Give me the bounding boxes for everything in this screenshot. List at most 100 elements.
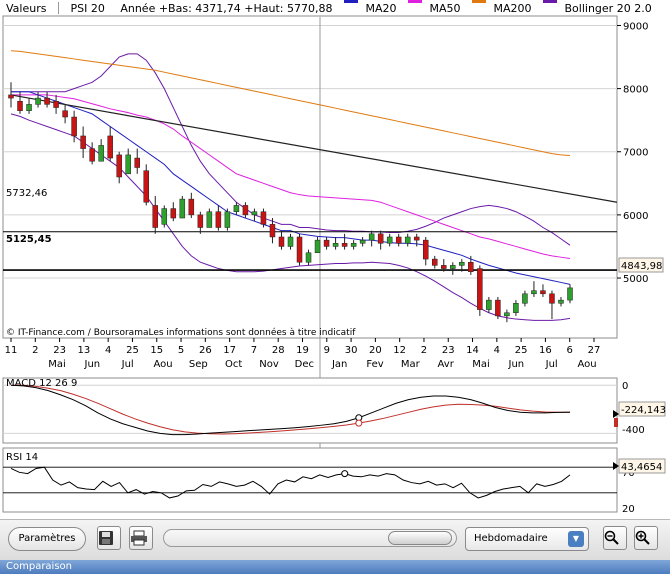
candle-body <box>305 252 312 263</box>
month-label: Aou <box>153 359 172 370</box>
candle-body <box>332 243 339 247</box>
day-tick-label: 7 <box>251 345 257 356</box>
day-tick-label: 5 <box>178 345 184 356</box>
candle-body <box>386 236 393 244</box>
price-axis: 9000 8000 7000 6000 5000 <box>617 21 648 285</box>
print-button[interactable] <box>129 526 153 550</box>
bollinger-bands <box>10 53 571 321</box>
last-price-badge <box>618 257 664 273</box>
comparison-bar[interactable]: Comparaison <box>0 560 670 574</box>
candle-body <box>341 243 348 247</box>
trendline <box>10 94 618 203</box>
timeline-scrollbar[interactable] <box>163 529 457 547</box>
candle-body <box>450 265 456 269</box>
candle-body <box>296 236 303 263</box>
candle-body <box>531 290 537 295</box>
candle-body <box>197 214 204 228</box>
candle-body <box>17 100 23 111</box>
candle-body <box>170 208 177 219</box>
candle-body <box>116 154 122 178</box>
candle-body <box>8 94 14 99</box>
period-select[interactable]: Hebdomadaire ▼ <box>465 527 589 551</box>
day-tick-label: 6 <box>567 345 573 356</box>
month-label: Aou <box>577 359 596 370</box>
candle-body <box>522 293 528 304</box>
legend-ma20: MA20 <box>365 2 397 15</box>
month-label: Jun <box>508 359 525 370</box>
bollinger-upper-line <box>11 53 571 246</box>
candle-body <box>224 211 231 228</box>
candle-body <box>422 239 429 260</box>
macd-tick-0: 0 <box>622 381 628 392</box>
macd-signal-line <box>11 384 571 435</box>
main-grid <box>3 24 617 279</box>
day-tick-label: 26 <box>199 345 212 356</box>
bollinger-swatch-icon <box>543 0 558 3</box>
month-label: Jan <box>331 359 347 370</box>
day-tick-label: 2 <box>32 345 38 356</box>
day-tick-label: 9 <box>324 345 330 356</box>
candle-body <box>540 290 546 295</box>
price-tick-label: 8000 <box>623 85 648 96</box>
candle-body <box>413 236 420 241</box>
rsi-marker <box>341 470 349 478</box>
candle-body <box>251 211 258 216</box>
candle-body <box>486 299 492 310</box>
legend-valeurs[interactable]: Valeurs <box>6 2 47 15</box>
macd-panel[interactable] <box>2 377 618 444</box>
zoom-out-button[interactable] <box>603 526 627 550</box>
day-tick-label: 14 <box>466 345 479 356</box>
rsi-value-label: 43,4654 <box>621 462 662 473</box>
candle-body <box>278 236 285 247</box>
month-label: Oct <box>225 359 242 370</box>
month-label: Fev <box>366 359 383 370</box>
candle-body <box>188 198 195 216</box>
candle-body <box>62 110 68 118</box>
candle-body <box>459 261 465 266</box>
rsi-polyline <box>10 466 571 499</box>
scrollbar-thumb[interactable] <box>388 531 452 545</box>
candle-body <box>179 198 186 219</box>
macd-value-badge <box>618 401 666 417</box>
candle-body <box>549 293 555 304</box>
month-label: Jul <box>545 359 558 370</box>
candle-body <box>477 268 483 310</box>
month-label: Jun <box>84 359 101 370</box>
month-label: Mai <box>472 359 490 370</box>
candle-body <box>107 135 113 159</box>
macd-value-label: -224,143 <box>621 405 666 416</box>
floppy-disk-icon <box>99 531 113 545</box>
rsi-panel[interactable] <box>2 447 618 513</box>
rsi-marker-icon <box>613 462 619 470</box>
candle-body <box>432 258 438 266</box>
candle-body <box>504 312 510 317</box>
main-plot-area[interactable] <box>2 15 618 339</box>
month-label: Mar <box>401 359 421 370</box>
chart-legend: Valeurs PSI 20 Année +Bas: 4371,74 +Haut… <box>0 0 652 18</box>
day-tick-label: 30 <box>345 345 358 356</box>
zoom-in-button[interactable] <box>634 526 658 550</box>
rsi-line <box>10 466 571 499</box>
candle-body <box>215 211 222 228</box>
month-label: Dec <box>295 359 314 370</box>
candle-body <box>89 148 95 162</box>
price-tick-label: 5000 <box>623 274 648 285</box>
candle-body <box>143 170 149 203</box>
candle-body <box>152 205 159 228</box>
day-tick-label: 19 <box>296 345 309 356</box>
day-tick-label: 20 <box>369 345 382 356</box>
candle-body <box>161 208 168 225</box>
candle-body <box>495 299 501 317</box>
macd-label: MACD 12 26 9 <box>6 378 77 389</box>
level-low-label: 5125,45 <box>6 234 52 245</box>
macd-tick-neg400: -400 <box>622 425 645 436</box>
parameters-button[interactable]: Paramètres <box>8 527 86 551</box>
price-chart-svg[interactable]: 9000 8000 7000 6000 5000 5732,46 5125,45 © I… <box>0 0 670 519</box>
day-tick-label: 2 <box>421 345 427 356</box>
save-button[interactable] <box>97 526 121 550</box>
chevron-down-icon: ▼ <box>568 531 584 547</box>
rsi-label: RSI 14 <box>6 452 38 463</box>
candle-body <box>350 243 357 247</box>
macd-lines <box>10 384 571 436</box>
